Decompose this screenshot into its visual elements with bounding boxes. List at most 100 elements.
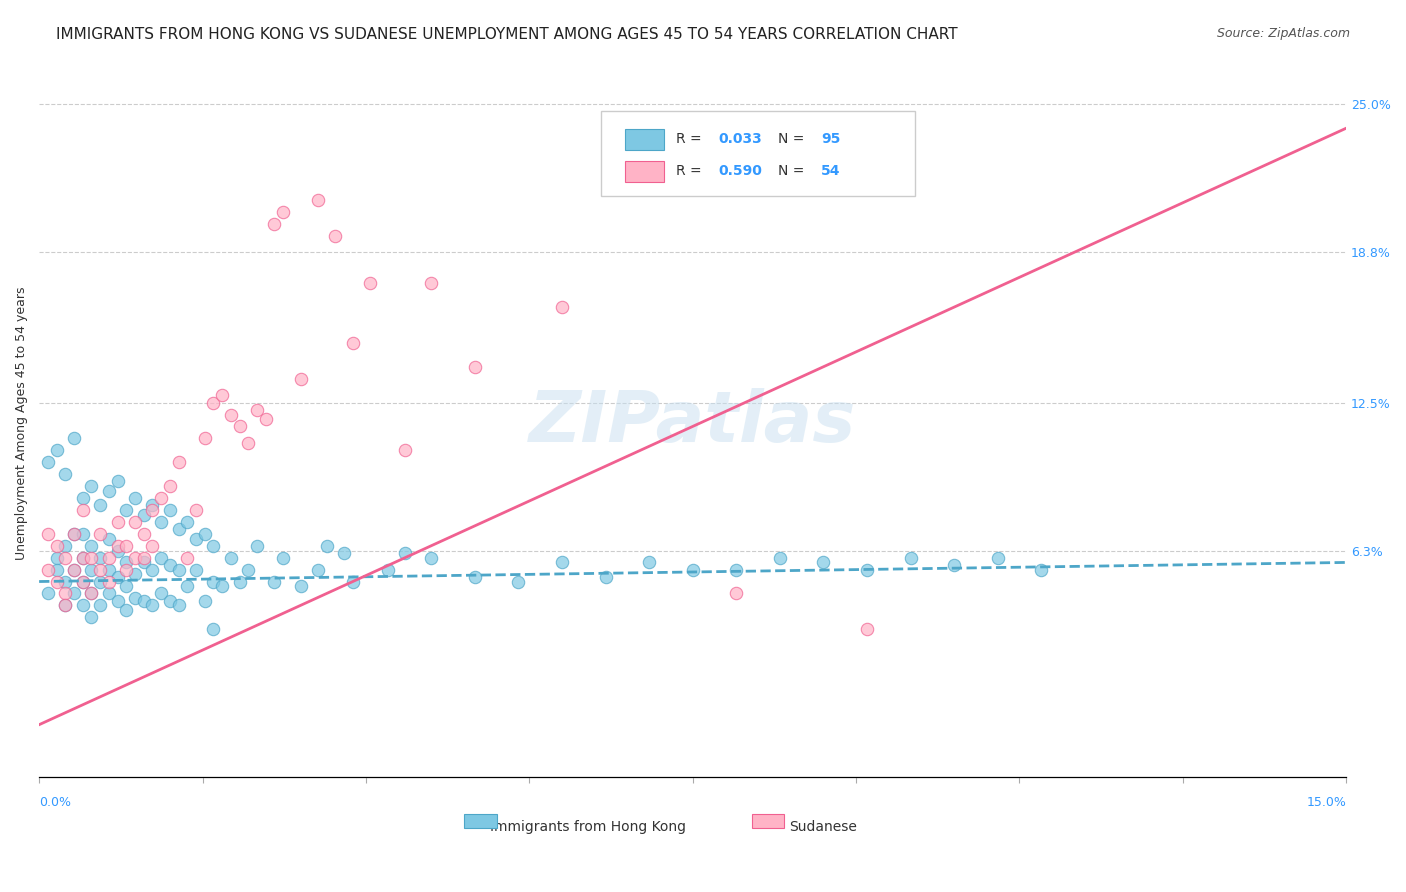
Point (290, 372, 312, 386)
Point (167, 563, 190, 577)
Point (107, 539, 129, 553)
Point (238, 436, 260, 450)
Point (359, 277, 381, 291)
Point (150, 550, 173, 565)
Point (63, 586, 86, 600)
Point (420, 277, 443, 291)
Point (80, 610, 103, 624)
Point (167, 599, 190, 613)
Point (45, 539, 67, 553)
Text: Source: ZipAtlas.com: Source: ZipAtlas.com (1216, 27, 1350, 40)
Point (263, 574, 285, 589)
Point (219, 550, 242, 565)
Point (89, 550, 111, 565)
Bar (624, 128, 664, 150)
Point (943, 558, 966, 572)
Point (150, 491, 173, 505)
Point (219, 408, 242, 422)
Text: ZIPatlas: ZIPatlas (529, 388, 856, 458)
Point (290, 579, 312, 593)
Point (307, 193, 329, 207)
Point (271, 204, 294, 219)
Point (246, 539, 269, 553)
FancyBboxPatch shape (602, 111, 915, 196)
Point (246, 402, 269, 417)
Point (150, 586, 173, 600)
Point (80, 563, 103, 577)
Point (184, 532, 207, 546)
Point (45, 550, 67, 565)
Text: R =: R = (676, 132, 706, 146)
Point (115, 579, 138, 593)
Point (141, 503, 163, 517)
Point (72, 550, 94, 565)
Point (80, 550, 103, 565)
Point (72, 574, 94, 589)
Point (132, 508, 155, 522)
Bar (464, 814, 496, 828)
Point (856, 622, 879, 636)
Point (97, 563, 120, 577)
Point (159, 479, 181, 493)
Point (63, 431, 86, 445)
Point (900, 550, 922, 565)
Point (551, 300, 574, 314)
Point (238, 563, 260, 577)
Point (72, 491, 94, 505)
Point (37, 455, 59, 469)
Point (124, 515, 146, 529)
Point (89, 526, 111, 541)
Point (1031, 563, 1053, 577)
Point (228, 574, 250, 589)
Point (342, 335, 364, 350)
Bar (752, 814, 785, 828)
Point (107, 593, 129, 607)
Point (80, 586, 103, 600)
Point (107, 515, 129, 529)
Point (80, 479, 103, 493)
Point (508, 574, 530, 589)
Point (80, 586, 103, 600)
Text: 54: 54 (821, 164, 841, 178)
Text: Immigrants from Hong Kong: Immigrants from Hong Kong (491, 820, 686, 834)
Point (53, 599, 76, 613)
Point (141, 498, 163, 512)
Point (63, 563, 86, 577)
Point (769, 550, 792, 565)
Point (595, 570, 617, 584)
Point (72, 526, 94, 541)
Point (89, 574, 111, 589)
Point (97, 550, 120, 565)
Point (124, 550, 146, 565)
Text: 15.0%: 15.0% (1306, 797, 1347, 809)
Point (184, 563, 207, 577)
Point (37, 526, 59, 541)
Point (132, 550, 155, 565)
Point (97, 532, 120, 546)
Point (725, 586, 748, 600)
Point (107, 570, 129, 584)
Point (202, 395, 225, 409)
Point (987, 550, 1010, 565)
Point (45, 443, 67, 458)
Point (45, 574, 67, 589)
Point (72, 503, 94, 517)
Point (638, 556, 661, 570)
Point (115, 503, 138, 517)
Point (53, 574, 76, 589)
Text: 0.0%: 0.0% (39, 797, 72, 809)
Point (551, 556, 574, 570)
Point (53, 586, 76, 600)
Point (342, 574, 364, 589)
Point (725, 563, 748, 577)
Y-axis label: Unemployment Among Ages 45 to 54 years: Unemployment Among Ages 45 to 54 years (15, 286, 28, 559)
Point (97, 586, 120, 600)
Point (464, 570, 486, 584)
Point (176, 579, 198, 593)
Text: 0.033: 0.033 (718, 132, 762, 146)
Point (115, 539, 138, 553)
Point (254, 412, 277, 426)
Point (176, 550, 198, 565)
Point (315, 539, 337, 553)
Point (325, 228, 347, 243)
